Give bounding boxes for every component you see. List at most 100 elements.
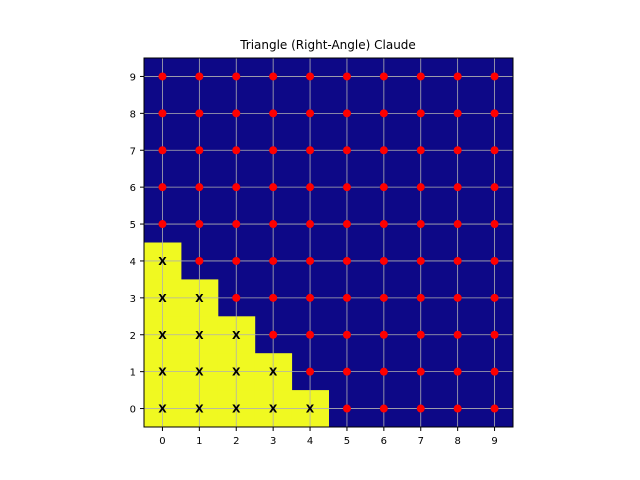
red-dot-marker (306, 109, 315, 118)
red-dot-marker (195, 109, 204, 118)
x-tick-label: 7 (418, 436, 424, 447)
red-dot-marker (453, 146, 462, 155)
red-dot-marker (416, 404, 425, 413)
red-dot-marker (269, 256, 278, 265)
red-dot-marker (195, 146, 204, 155)
red-dot-marker (269, 72, 278, 81)
red-dot-marker (269, 293, 278, 302)
red-dot-marker (416, 330, 425, 339)
x-marker: X (306, 403, 315, 416)
red-dot-marker (342, 109, 351, 118)
y-tick-label: 9 (130, 72, 136, 83)
red-dot-marker (306, 330, 315, 339)
axis-ticks: 0 1 2 3 4 5 6 7 8 9 0 1 2 3 4 5 6 7 8 9 (130, 72, 498, 447)
red-dot-marker (306, 367, 315, 376)
red-dot-marker (453, 293, 462, 302)
red-dot-marker (379, 256, 388, 265)
red-dot-marker (453, 220, 462, 229)
red-dot-marker (416, 72, 425, 81)
red-dot-marker (490, 256, 499, 265)
red-dot-marker (342, 367, 351, 376)
red-dot-marker (306, 72, 315, 81)
red-dot-marker (232, 146, 241, 155)
red-dot-marker (342, 146, 351, 155)
red-dot-marker (379, 220, 388, 229)
axes-frame (143, 57, 514, 428)
red-dot-marker (379, 404, 388, 413)
chart-title: Triangle (Right-Angle) Claude (239, 38, 416, 52)
red-dot-marker (379, 293, 388, 302)
red-dot-marker (416, 109, 425, 118)
x-marker: X (158, 403, 167, 416)
x-marker: X (195, 403, 204, 416)
x-tick-label: 8 (454, 436, 460, 447)
red-dot-marker (490, 404, 499, 413)
red-dot-marker (342, 72, 351, 81)
x-marker: X (158, 255, 167, 268)
red-dot-marker (416, 146, 425, 155)
red-dot-marker (232, 72, 241, 81)
red-dot-marker (342, 220, 351, 229)
y-tick-label: 1 (130, 368, 136, 379)
red-dot-marker (379, 72, 388, 81)
red-dot-marker (306, 220, 315, 229)
red-dot-marker (232, 109, 241, 118)
red-dot-marker (342, 404, 351, 413)
y-tick-label: 6 (130, 183, 136, 194)
y-tick-label: 7 (130, 146, 136, 157)
red-dot-marker (232, 220, 241, 229)
x-marker: X (232, 329, 241, 342)
x-tick-label: 9 (491, 436, 497, 447)
x-tick-label: 6 (381, 436, 387, 447)
x-tick-label: 1 (196, 436, 202, 447)
red-dot-marker (232, 183, 241, 192)
red-dot-marker (342, 183, 351, 192)
red-dot-marker (490, 183, 499, 192)
red-dot-marker (269, 109, 278, 118)
red-dot-marker (490, 293, 499, 302)
red-dot-marker (453, 72, 462, 81)
red-dot-marker (306, 293, 315, 302)
x-marker: X (158, 366, 167, 379)
red-dot-marker (158, 183, 167, 192)
x-marker: X (195, 366, 204, 379)
red-dot-marker (158, 146, 167, 155)
red-dot-marker (379, 330, 388, 339)
red-dot-marker (379, 183, 388, 192)
x-marker: X (269, 403, 278, 416)
x-tick-label: 4 (307, 436, 313, 447)
red-dot-marker (416, 367, 425, 376)
red-dot-marker (158, 109, 167, 118)
y-tick-label: 2 (130, 331, 136, 342)
x-tick-label: 0 (159, 436, 165, 447)
y-tick-label: 8 (130, 109, 136, 120)
red-dot-marker (416, 256, 425, 265)
x-marker: X (195, 292, 204, 305)
red-dot-marker (306, 183, 315, 192)
red-dot-marker (232, 256, 241, 265)
x-tick-label: 5 (344, 436, 350, 447)
red-dot-marker (379, 367, 388, 376)
red-dot-marker (342, 330, 351, 339)
red-dot-marker (232, 293, 241, 302)
x-marker: X (158, 329, 167, 342)
x-marker: X (195, 329, 204, 342)
red-dot-marker (195, 72, 204, 81)
red-dot-marker (490, 72, 499, 81)
red-dot-marker (158, 220, 167, 229)
x-marker: X (232, 366, 241, 379)
red-dot-marker (416, 220, 425, 229)
red-dot-marker (416, 293, 425, 302)
red-dot-marker (379, 109, 388, 118)
x-marker: X (232, 403, 241, 416)
red-dot-marker (306, 146, 315, 155)
red-dot-marker (490, 367, 499, 376)
red-dot-marker (453, 330, 462, 339)
red-dot-marker (158, 72, 167, 81)
red-dot-marker (342, 293, 351, 302)
x-marker: X (269, 366, 278, 379)
red-dot-marker (490, 220, 499, 229)
y-tick-label: 0 (130, 405, 136, 416)
y-tick-label: 5 (130, 220, 136, 231)
